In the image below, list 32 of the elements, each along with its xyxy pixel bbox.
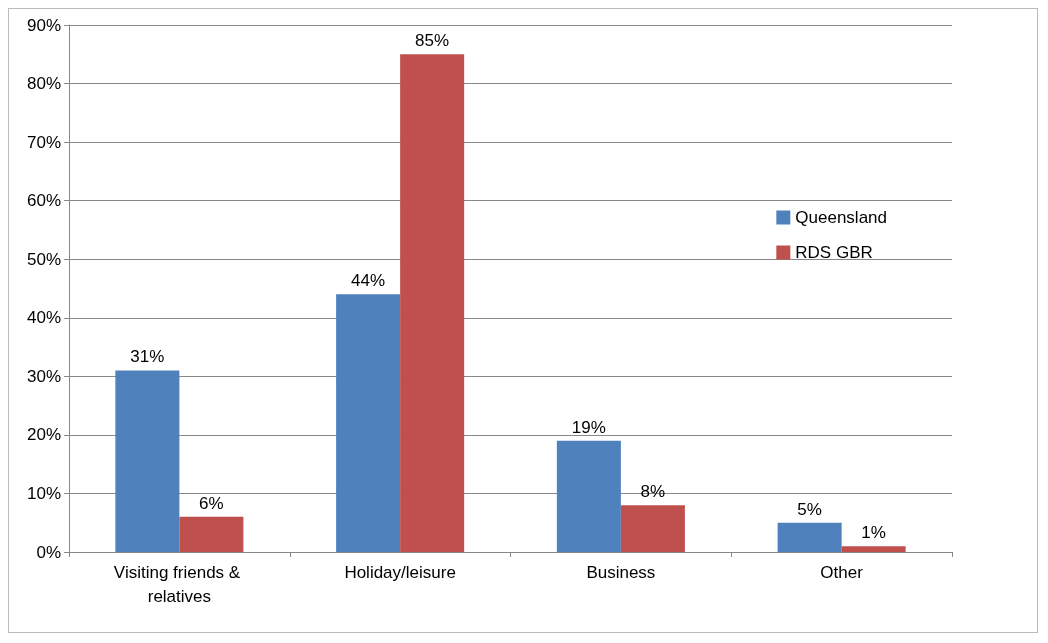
- x-tick-label: Holiday/leisure: [344, 562, 456, 582]
- bar: [400, 54, 465, 552]
- y-tick-label: 80%: [26, 74, 61, 94]
- legend-label: RDS GBR: [795, 243, 873, 262]
- y-tick-label: 50%: [26, 249, 61, 269]
- y-tick-label: 90%: [26, 15, 61, 35]
- bar: [777, 522, 842, 552]
- x-tick-label: Other: [820, 562, 864, 582]
- data-label: 6%: [199, 493, 224, 513]
- y-tick-label: 30%: [26, 366, 61, 386]
- bar: [841, 546, 906, 552]
- data-label: 19%: [571, 417, 606, 437]
- data-label: 1%: [861, 523, 886, 543]
- y-tick-label: 0%: [36, 542, 61, 562]
- y-tick-label: 40%: [26, 308, 61, 328]
- data-label: 8%: [640, 482, 666, 502]
- x-tick-label: Business: [586, 562, 656, 582]
- y-tick-label: 20%: [26, 425, 61, 445]
- bar: [620, 505, 685, 552]
- y-tick-label: 70%: [26, 132, 61, 152]
- legend-label: Queensland: [795, 208, 888, 227]
- data-label: 31%: [130, 347, 165, 367]
- data-label: 85%: [415, 31, 450, 51]
- y-tick-label: 60%: [26, 191, 61, 211]
- bar: [556, 440, 621, 552]
- bar: [115, 370, 180, 552]
- y-tick-label: 10%: [26, 483, 61, 503]
- x-tick-label: Visiting friends & relatives: [113, 562, 245, 606]
- data-label: 5%: [797, 499, 822, 519]
- bar: [179, 516, 244, 552]
- bar: [336, 294, 401, 552]
- data-label: 44%: [351, 271, 386, 291]
